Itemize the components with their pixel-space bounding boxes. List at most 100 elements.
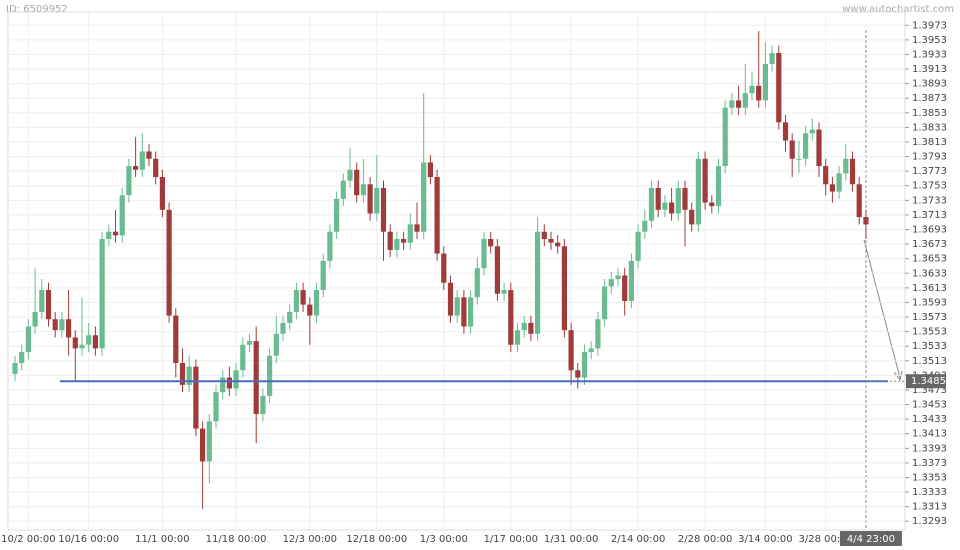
candle-body — [689, 209, 695, 225]
candle-body — [401, 238, 407, 243]
candle-body — [521, 322, 527, 331]
candle-body — [662, 202, 668, 210]
candle-body — [863, 217, 869, 225]
candle-body — [776, 53, 782, 123]
candle-body — [193, 366, 199, 429]
candle-body — [414, 224, 420, 232]
candle-body — [642, 220, 648, 232]
y-tick-label: 1.3393 — [912, 443, 947, 454]
candle-body — [86, 335, 92, 345]
candle-body — [709, 202, 715, 207]
candle-body — [514, 330, 521, 345]
candle-body — [380, 187, 387, 232]
candle-body — [126, 166, 132, 196]
site-name: www.autochartist.com — [842, 4, 954, 15]
candle-body — [79, 344, 85, 349]
projection-arrow — [863, 239, 901, 379]
candle-body — [173, 315, 179, 363]
x-tick-label: 1/17 00:00 — [484, 534, 538, 545]
candle-body — [92, 335, 98, 349]
candle-body — [133, 166, 139, 170]
candle-body — [635, 231, 641, 261]
candle-body — [823, 166, 829, 185]
candle-body — [796, 158, 802, 160]
candle-body — [72, 337, 78, 349]
y-tick-label: 1.3833 — [912, 122, 947, 133]
candle-body — [25, 326, 31, 353]
candle-body — [267, 355, 273, 396]
candle-body — [233, 370, 239, 389]
candle-body — [622, 275, 628, 301]
candle-body — [300, 290, 306, 305]
level-price-box — [906, 374, 946, 389]
candle-body — [441, 253, 447, 283]
candle-body — [327, 231, 333, 261]
candle-body — [816, 129, 822, 167]
candle-body — [447, 282, 454, 316]
level-price-label: 1.3485 — [911, 376, 946, 387]
y-tick-label: 1.3713 — [912, 210, 947, 221]
y-tick-label: 1.3693 — [912, 225, 947, 236]
candle-body — [695, 158, 701, 225]
candle-body — [843, 158, 849, 174]
candle-body — [246, 341, 253, 345]
candle-body — [106, 231, 112, 239]
candle-body — [756, 85, 762, 101]
candle-body — [702, 158, 708, 203]
y-tick-label: 1.3613 — [912, 283, 947, 294]
candle-body — [742, 93, 748, 108]
y-tick-label: 1.3753 — [912, 181, 947, 192]
x-tick-label: 11/1 00:00 — [135, 534, 189, 545]
candle-body — [367, 184, 373, 214]
candle-body — [836, 173, 842, 192]
y-tick-label: 1.3633 — [912, 268, 947, 279]
candle-body — [461, 297, 467, 327]
candle-body — [320, 260, 326, 291]
candle-body — [307, 304, 313, 316]
candle-body — [528, 322, 534, 334]
x-tick-label: 1/3 00:00 — [420, 534, 468, 545]
candle-body — [293, 290, 299, 312]
y-tick-label: 1.3933 — [912, 49, 947, 60]
candle-body — [427, 162, 433, 177]
candle-body — [434, 176, 440, 254]
x-tick-label: 2/28 00:00 — [678, 534, 732, 545]
candle-body — [729, 100, 735, 108]
candle-body — [669, 202, 675, 214]
candle-body — [360, 184, 366, 196]
x-tick-label: 2/14 00:00 — [611, 534, 665, 545]
candle-body — [803, 133, 809, 159]
candle-body — [159, 176, 165, 210]
y-tick-label: 1.3673 — [912, 239, 947, 250]
candle-body — [628, 260, 634, 301]
y-tick-label: 1.3453 — [912, 400, 947, 411]
candle-body — [313, 290, 320, 316]
y-tick-label: 1.3893 — [912, 79, 947, 90]
candle-body — [581, 352, 588, 378]
candle-body — [615, 275, 621, 280]
candle-body — [287, 311, 293, 323]
candle-body — [655, 187, 661, 210]
candle-body — [736, 100, 742, 108]
candle-body — [588, 348, 594, 353]
candle-body — [829, 184, 835, 192]
chart-id: ID: 6509952 — [6, 4, 68, 15]
y-tick-label: 1.3973 — [912, 20, 947, 31]
candle-body — [32, 311, 38, 327]
candle-body — [407, 224, 413, 243]
candle-body — [508, 290, 514, 345]
x-tick-label: 11/18 00:00 — [206, 534, 267, 545]
candle-body — [253, 341, 259, 415]
y-tick-label: 1.3573 — [912, 312, 947, 323]
candle-body — [12, 362, 18, 374]
candle-body — [789, 140, 795, 159]
y-tick-label: 1.3413 — [912, 429, 947, 440]
candle-body — [809, 129, 815, 134]
y-tick-label: 1.3813 — [912, 137, 947, 148]
candle-body — [561, 246, 567, 331]
candle-body — [541, 231, 547, 239]
candle-body — [575, 370, 581, 378]
candle-body — [856, 184, 862, 218]
candle-body — [206, 421, 212, 462]
